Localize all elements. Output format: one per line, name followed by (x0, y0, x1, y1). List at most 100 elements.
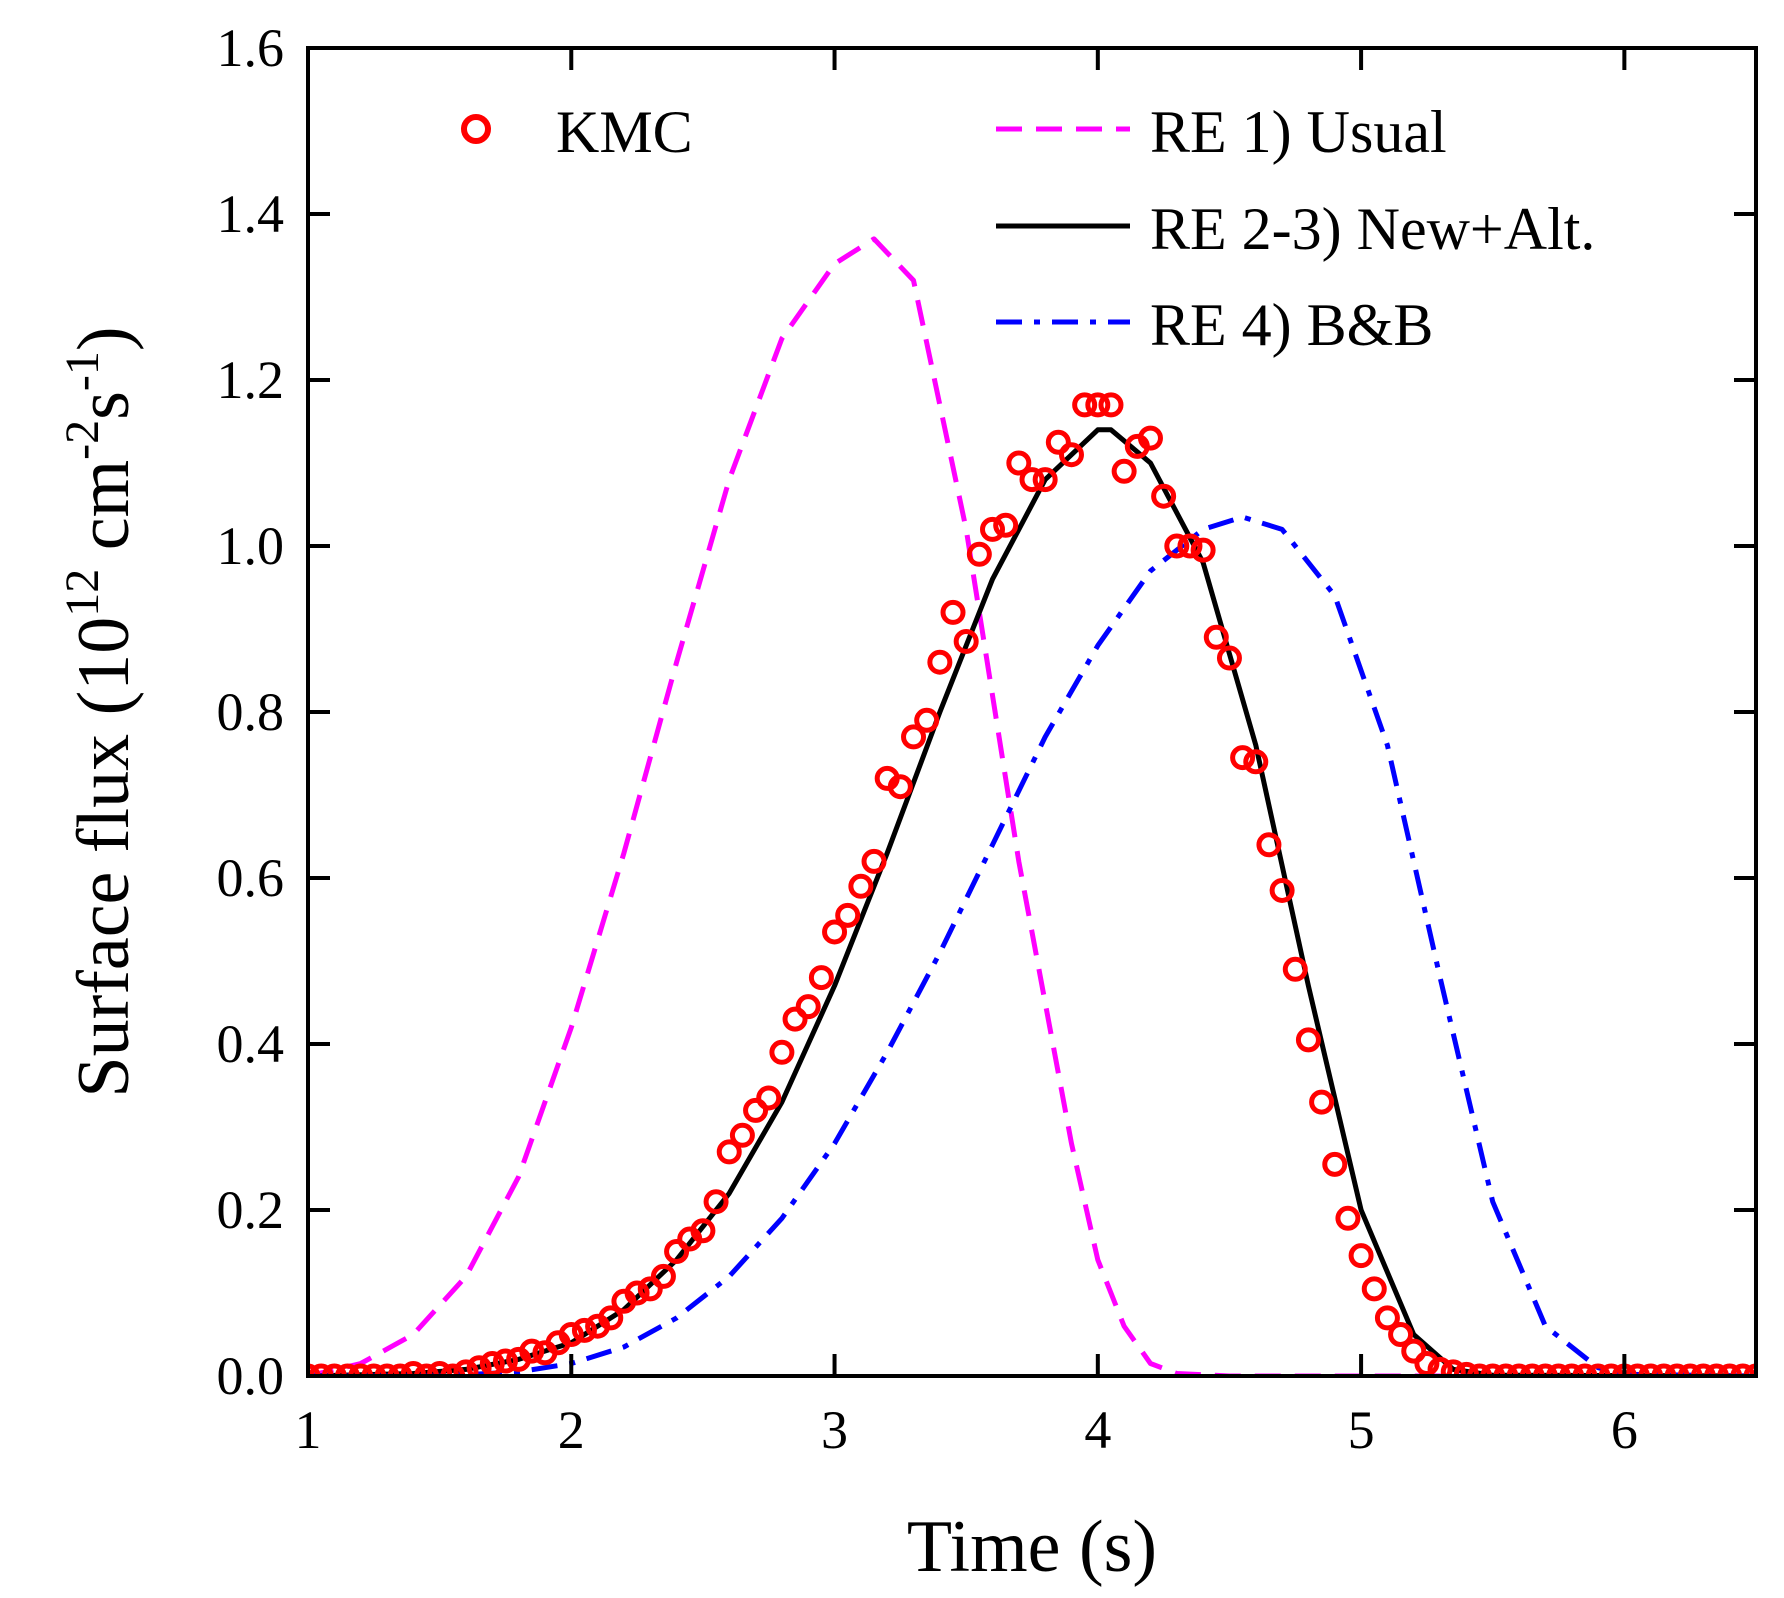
series-kmc-point (1006, 450, 1032, 476)
series-kmc-point (1467, 1363, 1493, 1376)
series-kmc-point (901, 724, 927, 750)
series-kmc-point (348, 1363, 374, 1376)
series-kmc-point (914, 707, 940, 733)
y-tick-label: 0.6 (217, 848, 285, 908)
series-kmc-point (966, 541, 992, 567)
y-axis-label-superscript: -1 (56, 351, 109, 391)
series-kmc-point (1480, 1363, 1506, 1376)
legend-label-kmc: KMC (556, 99, 693, 165)
series-kmc-point (1427, 1356, 1453, 1376)
y-axis-label-text: Surface flux (10 (63, 617, 145, 1098)
series-layer (308, 236, 1756, 1376)
series-re-4-b-b-line (308, 514, 1756, 1376)
series-kmc-point (1585, 1363, 1611, 1376)
series-kmc-point (598, 1305, 624, 1331)
plot-frame (306, 46, 1758, 1378)
series-kmc-point (1137, 425, 1163, 451)
series-kmc-point (453, 1359, 479, 1376)
series-kmc-point (558, 1322, 584, 1347)
series-kmc-point (637, 1276, 663, 1302)
y-axis-label-superscript: 12 (56, 569, 109, 617)
series-kmc-point (479, 1351, 505, 1376)
series-kmc-point (624, 1280, 650, 1306)
series-kmc-point (861, 848, 887, 874)
series-kmc-point (361, 1363, 387, 1376)
series-kmc-point (1045, 429, 1071, 455)
y-tick-label: 0.8 (217, 682, 285, 742)
legend-label-re-2-3-new-alt: RE 2-3) New+Alt. (1150, 196, 1595, 262)
series-kmc-point (1085, 392, 1111, 418)
series-kmc-point (1638, 1363, 1664, 1376)
series-kmc-point (1269, 877, 1295, 903)
series-kmc-point (835, 902, 861, 928)
series-kmc-point (953, 628, 979, 654)
series-kmc-point (1361, 1276, 1387, 1302)
series-kmc-point (1730, 1363, 1756, 1376)
legend: KMC RE 1) Usual RE 2-3) New+Alt. RE 4) B&B (461, 99, 1595, 358)
series-kmc-point (795, 994, 821, 1020)
series-kmc-point (993, 512, 1019, 538)
series-kmc-point (1151, 483, 1177, 509)
series-kmc-point (1546, 1363, 1572, 1376)
series-kmc-point (1243, 749, 1269, 775)
x-tick-label: 5 (1348, 1400, 1375, 1460)
series-kmc-point (387, 1363, 413, 1376)
legend-label-re-4-b-b: RE 4) B&B (1150, 292, 1433, 358)
series-kmc-point (519, 1338, 545, 1364)
series-kmc-point (690, 1218, 716, 1244)
series-kmc-point (1203, 624, 1229, 650)
y-tick-label: 1.4 (217, 184, 285, 244)
series-kmc-point (1598, 1363, 1624, 1376)
series-kmc-point (1572, 1363, 1598, 1376)
series-kmc-point (1111, 458, 1137, 484)
series-kmc-point (1532, 1363, 1558, 1376)
series-kmc-point (1559, 1363, 1585, 1376)
series-kmc-point (1704, 1363, 1730, 1376)
y-axis-label-text: s (63, 391, 145, 420)
series-kmc-point (334, 1363, 360, 1376)
y-axis-label-text: ) (63, 326, 145, 351)
series-kmc-point (887, 774, 913, 800)
series-kmc-point (400, 1361, 426, 1376)
series-kmc-point (492, 1348, 518, 1374)
series-kmc-point (1506, 1363, 1532, 1376)
series-kmc-point (1664, 1363, 1690, 1376)
series-kmc-point (1493, 1363, 1519, 1376)
series-kmc-point (1519, 1363, 1545, 1376)
x-tick-label: 4 (1084, 1400, 1111, 1460)
y-tick-label: 1.2 (217, 350, 285, 410)
series-kmc-point (1164, 533, 1190, 559)
y-tick-label: 0.2 (217, 1180, 285, 1240)
series-kmc-point (1282, 956, 1308, 982)
y-axis-label-superscript: -2 (56, 420, 109, 460)
series-kmc-point (1374, 1305, 1400, 1331)
y-tick-label: 0.4 (217, 1014, 285, 1074)
series-kmc-point (664, 1239, 690, 1264)
series-kmc-point (321, 1363, 347, 1376)
series-kmc-point (703, 1189, 729, 1215)
series-kmc-point (1309, 1089, 1335, 1115)
series-kmc-point (716, 1139, 742, 1165)
series-kmc-point (1230, 745, 1256, 771)
series-kmc-point (1058, 442, 1084, 468)
series-kmc-point (822, 919, 848, 945)
series-kmc-point (1440, 1359, 1466, 1376)
series-kmc-point (782, 1006, 808, 1032)
series-kmc-point (1295, 1027, 1321, 1053)
x-tick-label: 1 (295, 1400, 322, 1460)
series-kmc-point (1322, 1151, 1348, 1177)
series-kmc-point (1388, 1322, 1414, 1347)
series-kmc-point (466, 1355, 492, 1376)
series-kmc-point (1032, 467, 1058, 493)
series-kmc-point (1414, 1351, 1440, 1376)
series-kmc-point (729, 1122, 755, 1148)
series-kmc-point (927, 649, 953, 675)
legend-label-re-1-usual: RE 1) Usual (1150, 99, 1447, 165)
series-kmc-point (1401, 1338, 1427, 1364)
series-kmc-point (1216, 645, 1242, 671)
series-kmc-point (848, 873, 874, 899)
series-kmc-point (650, 1263, 676, 1289)
series-kmc-point (1019, 467, 1045, 493)
y-tick-label: 1.0 (217, 516, 285, 576)
